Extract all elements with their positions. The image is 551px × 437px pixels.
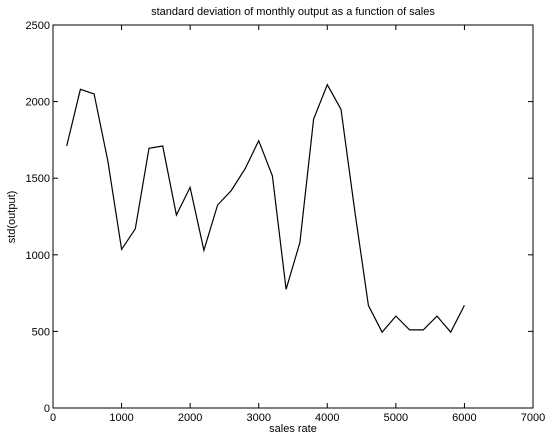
x-tick-label: 7000	[521, 412, 545, 424]
y-tick-label: 1500	[26, 173, 50, 185]
y-tick-label: 2000	[26, 97, 50, 109]
chart-title: standard deviation of monthly output as …	[151, 6, 435, 18]
axes-frame	[52, 24, 534, 409]
y-tick-label: 0	[44, 403, 50, 415]
x-tick-label: 6000	[452, 412, 476, 424]
y-axis-label: std(output)	[6, 191, 18, 244]
x-tick-label: 3000	[246, 412, 270, 424]
x-axis-label: sales rate	[269, 423, 317, 435]
x-tick-label: 2000	[178, 412, 202, 424]
x-axis: 0 1000 2000 3000 4000 5000 6000 7000	[50, 25, 545, 424]
series-line	[66, 83, 465, 334]
x-tick-label: 0	[50, 412, 56, 424]
y-tick-label: 2500	[26, 20, 50, 32]
x-tick-label: 1000	[109, 412, 133, 424]
y-axis: 0 500 1000 1500 2000 2500	[26, 20, 533, 415]
plot-area: 0 500 1000 1500 2000 2500 0 1000 2000 3000 4000 50…	[26, 20, 546, 424]
y-tick-label: 500	[32, 326, 50, 338]
x-tick-label: 5000	[384, 412, 408, 424]
y-tick-label: 1000	[26, 250, 50, 262]
x-tick-label: 4000	[315, 412, 339, 424]
